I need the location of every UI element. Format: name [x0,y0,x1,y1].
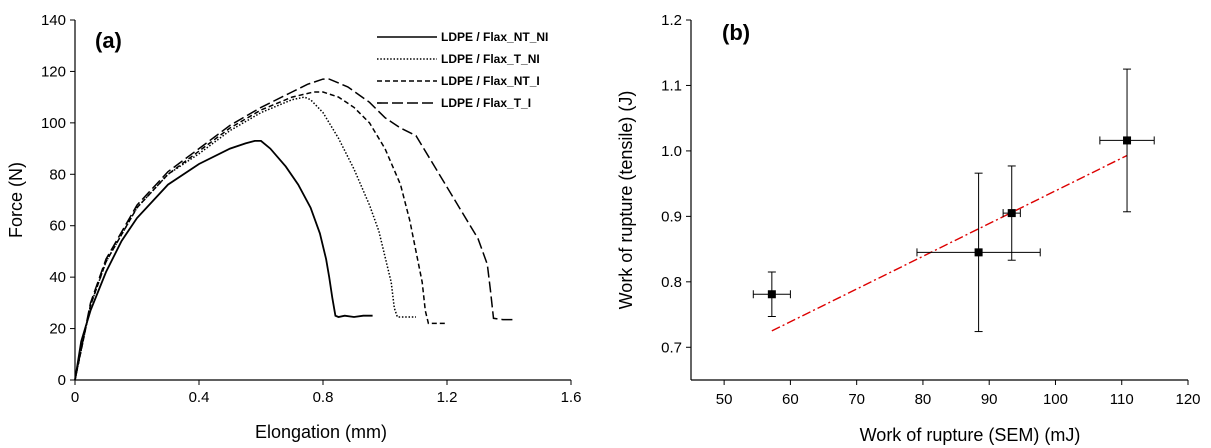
chart-b-data-point-1 [752,271,791,318]
chart-b-x-tick-label: 90 [981,391,998,408]
chart-b-data-point-3 [1002,165,1021,261]
chart-a-x-tick-label: 0.4 [189,389,210,406]
chart-b-y-label: Work of rupture (tensile) (J) [616,91,636,310]
chart-b-y-tick-label: 1.2 [661,12,682,29]
chart-b-data-point-2 [916,172,1041,333]
chart-b-marker [767,290,776,299]
chart-a-legend-entry: LDPE / Flax_NT_NI [441,30,548,44]
chart-b: (b) Work of rupture (SEM) (mJ) Work of r… [616,12,1201,445]
chart-a-series-line-3 [74,91,447,381]
chart-b-x-tick-label: 70 [848,391,865,408]
chart-a-panel-label: (a) [95,28,122,53]
chart-a-legend-entry: LDPE / Flax_T_NI [441,52,540,66]
chart-a-x-tick-label: 1.2 [437,389,458,406]
chart-a-y-tick-label: 40 [49,269,66,286]
chart-b-y-tick-label: 0.8 [661,274,682,291]
chart-a-y-label: Force (N) [6,162,26,238]
chart-b-x-label: Work of rupture (SEM) (mJ) [860,425,1081,445]
chart-b-x-tick-label: 120 [1175,391,1200,408]
chart-a-x-label: Elongation (mm) [255,422,387,442]
chart-a-y-tick-label: 0 [58,372,66,389]
chart-a-series-line-4 [74,78,516,381]
chart-a-legend-entry: LDPE / Flax_NT_I [441,74,540,88]
chart-a-x-tick-label: 1.6 [561,389,582,406]
chart-a-y-tick-label: 100 [41,115,66,132]
chart-b-x-tick-label: 80 [915,391,932,408]
chart-b-y-tick-label: 0.7 [661,339,682,356]
chart-a-y-tick-label: 120 [41,63,66,80]
chart-b-y-tick-label: 1.1 [661,77,682,94]
chart-b-panel-label: (b) [722,20,750,45]
chart-a-x-tick-label: 0.8 [313,389,334,406]
chart-a-y-tick-label: 140 [41,12,66,29]
chart-b-x-tick-label: 110 [1110,391,1134,408]
chart-b-marker [1123,136,1132,145]
chart-b-x-tick-label: 100 [1043,391,1068,408]
chart-a-series-line-2 [74,96,416,381]
chart-b-x-tick-label: 50 [716,391,733,408]
chart-b-y-tick-label: 1.0 [661,143,682,160]
chart-a-y-tick-label: 60 [49,218,66,235]
chart-a: (a) Elongation (mm) Force (N) 0 0.4 0.8 1.2… [6,12,581,442]
chart-b-marker [974,248,983,257]
chart-b-marker [1007,209,1016,218]
chart-a-x-tick-label: 0 [71,389,79,406]
chart-a-y-tick-label: 20 [49,321,66,338]
chart-a-legend-entry: LDPE / Flax_T_I [441,96,531,110]
chart-a-y-tick-label: 80 [49,166,66,183]
chart-b-data-point-4 [1099,68,1155,213]
chart-b-trendline [771,154,1128,332]
chart-b-y-tick-label: 0.9 [661,208,682,225]
chart-b-x-tick-label: 60 [782,391,799,408]
chart-a-series-line-1 [74,140,373,381]
